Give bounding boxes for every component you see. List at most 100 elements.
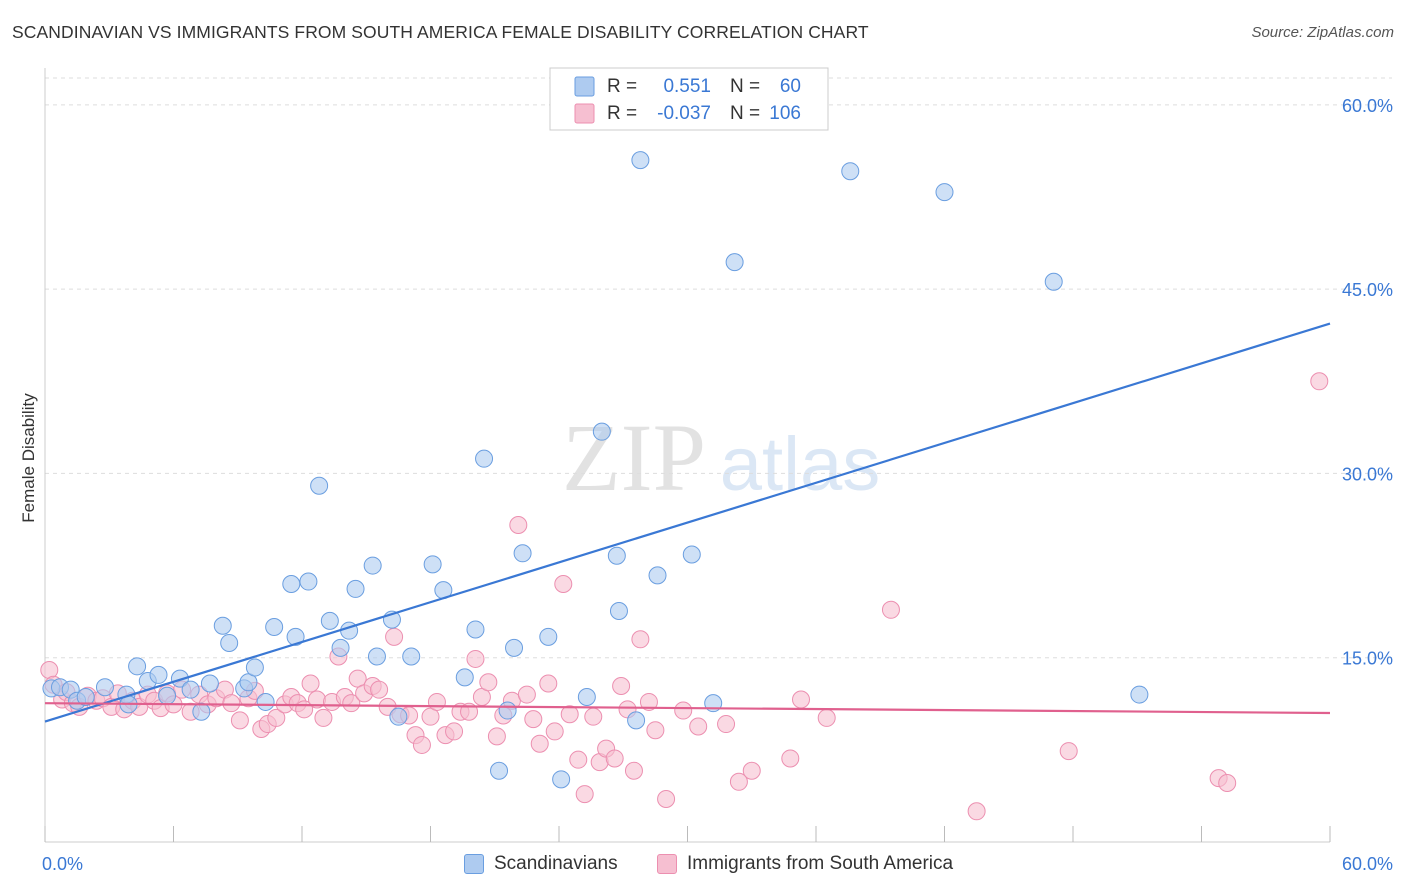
scandinavian-point xyxy=(310,476,329,495)
scandinavian-point xyxy=(455,668,474,687)
immigrant-point xyxy=(427,692,446,711)
immigrant-point xyxy=(267,708,286,727)
immigrant-point xyxy=(222,694,241,713)
stats-r-label-1: R = xyxy=(607,76,637,97)
immigrant-point xyxy=(524,710,543,729)
y-tick-label: 15.0% xyxy=(1342,649,1393,669)
scandinavian-point xyxy=(299,572,318,591)
scandinavian-point xyxy=(841,162,860,181)
immigrant-point xyxy=(314,708,333,727)
legend-swatch-scandinavians xyxy=(464,854,484,874)
scandinavian-point xyxy=(725,253,744,272)
immigrant-point xyxy=(646,721,665,740)
y-tick-label: 30.0% xyxy=(1342,464,1393,484)
scandinavian-point xyxy=(475,449,494,468)
immigrant-point xyxy=(530,734,549,753)
scandinavian-point xyxy=(282,575,301,593)
scandinavian-point xyxy=(192,702,211,721)
immigrant-point xyxy=(1218,774,1237,793)
immigrant-point xyxy=(742,761,761,780)
axes: 15.0% 30.0% 45.0% 60.0% xyxy=(44,68,1393,843)
scandinavian-point xyxy=(609,602,628,621)
scandinavian-point xyxy=(577,688,596,707)
immigrant-point xyxy=(967,802,986,821)
scandinavian-point xyxy=(648,566,667,585)
scandinavian-point xyxy=(539,627,558,646)
scandinavian-point xyxy=(265,618,284,636)
scandinavian-point xyxy=(498,701,517,720)
scandinavian-point xyxy=(627,711,646,730)
stats-n-label-2: N = xyxy=(730,103,760,124)
immigrant-point xyxy=(605,749,624,768)
immigrant-point xyxy=(612,676,631,695)
stats-n-value-2: 106 xyxy=(769,103,801,124)
scandinavian-point xyxy=(363,556,382,575)
scandinavian-point xyxy=(170,669,189,688)
scandinavian-point xyxy=(490,761,509,780)
scandinavian-point xyxy=(213,616,232,635)
y-axis-title: Female Disability xyxy=(19,393,38,523)
scandinavian-point xyxy=(367,647,386,666)
immigrant-point xyxy=(370,680,389,699)
immigrant-point xyxy=(881,600,900,619)
scandinavian-point xyxy=(513,544,532,563)
scandinavian-point xyxy=(466,620,485,639)
stats-r-label-2: R = xyxy=(607,103,637,124)
data-points xyxy=(40,151,1329,821)
legend-label-scandinavians: Scandinavians xyxy=(494,853,618,874)
stats-legend-swatch-blue xyxy=(574,76,595,97)
immigrant-point xyxy=(639,692,658,711)
immigrant-point xyxy=(517,685,536,704)
immigrant-point xyxy=(342,694,361,713)
immigrant-point xyxy=(631,630,650,649)
immigrant-point xyxy=(569,750,588,769)
immigrant-point xyxy=(230,711,249,730)
legend-item-immigrants: Immigrants from South America xyxy=(657,853,953,875)
scandinavian-point xyxy=(256,692,275,711)
immigrant-point xyxy=(781,749,800,768)
y-tick-label: 45.0% xyxy=(1342,280,1393,300)
immigrant-point xyxy=(817,708,836,727)
immigrant-point xyxy=(554,575,573,593)
immigrant-point xyxy=(301,674,320,693)
scandinavian-point xyxy=(631,151,650,170)
immigrant-point xyxy=(479,673,498,692)
scandinavian-point xyxy=(200,674,219,693)
x-tick-label-min: 0.0% xyxy=(42,854,83,874)
immigrant-point xyxy=(545,722,564,741)
watermark-atlas: atlas xyxy=(720,422,881,507)
stats-r-value-1: 0.551 xyxy=(663,76,711,97)
scandinavian-point xyxy=(402,647,421,666)
immigrant-trend-line xyxy=(44,702,1331,715)
immigrant-point xyxy=(792,690,811,709)
stats-n-value-1: 60 xyxy=(780,76,801,97)
scandinavian-point xyxy=(389,707,408,726)
scandinavian-point xyxy=(1130,685,1149,704)
stats-r-value-2: -0.037 xyxy=(657,103,711,124)
scandinavian-point xyxy=(935,183,954,202)
immigrant-point xyxy=(729,772,748,791)
immigrant-point xyxy=(385,627,404,646)
immigrant-point xyxy=(487,727,506,746)
scandinavian-trend-line xyxy=(44,322,1331,723)
scandinavian-point xyxy=(149,665,168,684)
scandinavian-point xyxy=(95,678,114,697)
scandinavian-point xyxy=(682,545,701,564)
scandinavian-point xyxy=(320,611,339,630)
stats-legend: R = 0.551 N = 60 R = -0.037 N = 106 xyxy=(549,67,829,131)
watermark: ZIP atlas xyxy=(562,404,880,511)
scandinavian-point xyxy=(423,555,442,574)
y-tick-label: 60.0% xyxy=(1342,96,1393,116)
scandinavian-point xyxy=(592,422,611,441)
stats-legend-box xyxy=(549,67,829,131)
immigrant-point xyxy=(717,715,736,734)
immigrant-point xyxy=(466,649,485,668)
scandinavian-point xyxy=(76,688,95,707)
legend-swatch-immigrants xyxy=(657,854,677,874)
scandinavian-point xyxy=(505,638,524,657)
scandinavian-point xyxy=(1044,272,1063,291)
stats-legend-swatch-pink xyxy=(574,103,595,124)
scandinavian-point xyxy=(128,657,147,676)
x-tick-label-max: 60.0% xyxy=(1342,854,1393,874)
